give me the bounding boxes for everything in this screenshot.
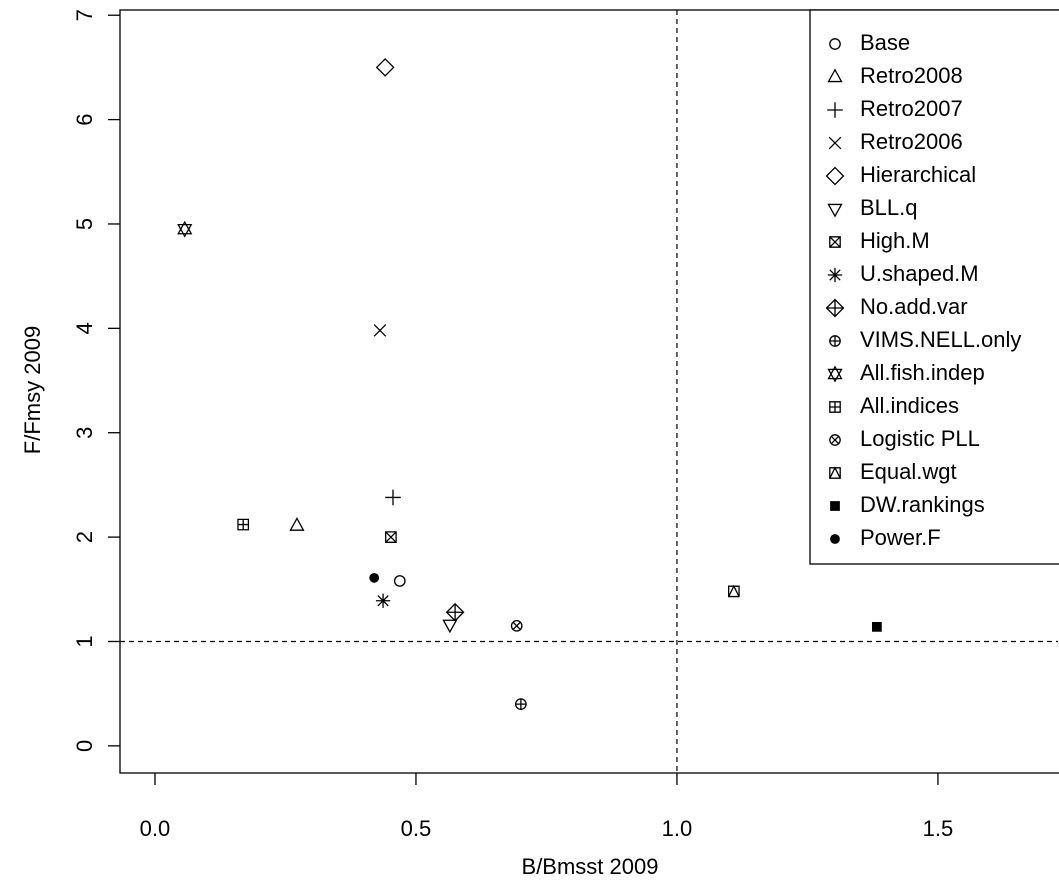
legend-label: Equal.wgt: [860, 459, 957, 484]
legend-marker: [825, 166, 845, 186]
data-point: [369, 572, 380, 583]
legend-label: All.fish.indep: [860, 360, 985, 385]
x-axis-label: B/Bmsst 2009: [522, 854, 659, 879]
legend-label: Retro2006: [860, 129, 963, 154]
x-tick-label: 1.0: [662, 816, 693, 841]
legend-marker: [827, 102, 843, 118]
data-point: [289, 517, 305, 531]
legend-marker: [827, 267, 843, 283]
legend-marker: [829, 434, 841, 446]
legend-box: [809, 9, 1059, 565]
x-tick-label: 0.5: [401, 816, 432, 841]
legend-marker: [827, 68, 843, 83]
legend-marker: [829, 466, 841, 479]
y-tick-label: 7: [72, 9, 97, 21]
legend-marker: [829, 38, 841, 50]
data-point: [442, 619, 458, 634]
legend-label: Logistic PLL: [860, 426, 980, 451]
data-point: [728, 584, 740, 598]
data-point: [515, 698, 527, 710]
legend-label: Retro2007: [860, 96, 963, 121]
data-point: [177, 220, 193, 238]
y-axis-label: F/Fmsy 2009: [20, 326, 45, 454]
data-point: [385, 489, 401, 506]
legend-marker: [829, 236, 841, 248]
y-tick-label: 1: [72, 635, 97, 647]
legend-label: All.indices: [860, 393, 959, 418]
x-tick-label: 0.0: [140, 816, 171, 841]
plot-box: [119, 9, 1059, 774]
legend-label: VIMS.NELL.only: [860, 327, 1021, 352]
legend-label: Retro2008: [860, 63, 963, 88]
legend-label: DW.rankings: [860, 492, 985, 517]
legend-label: High.M: [860, 228, 930, 253]
legend-marker: [827, 203, 843, 218]
y-tick-label: 2: [72, 531, 97, 543]
y-tick-label: 5: [72, 218, 97, 230]
legend-label: BLL.q: [860, 195, 918, 220]
data-point: [237, 518, 250, 531]
data-point: [510, 620, 523, 632]
legend-marker: [825, 298, 845, 318]
data-point: [375, 58, 395, 77]
legend-marker: [827, 365, 843, 383]
legend-marker: [829, 401, 841, 413]
data-point: [445, 602, 465, 622]
y-tick-label: 3: [72, 427, 97, 439]
legend-marker: [830, 501, 840, 511]
data-point: [373, 324, 387, 337]
legend-marker: [829, 335, 841, 347]
legend-marker: [828, 136, 842, 150]
legend-label: Base: [860, 30, 910, 55]
legend-label: U.shaped.M: [860, 261, 979, 286]
legend-label: Hierarchical: [860, 162, 976, 187]
y-tick-label: 6: [72, 113, 97, 125]
legend-label: No.add.var: [860, 294, 968, 319]
data-point: [393, 575, 406, 587]
x-tick-label: 1.5: [923, 816, 954, 841]
y-tick-label: 4: [72, 322, 97, 334]
y-tick-label: 0: [72, 740, 97, 752]
data-point: [385, 531, 397, 543]
data-point: [871, 621, 882, 632]
data-point: [375, 593, 391, 608]
legend-marker: [830, 534, 840, 544]
legend-label: Power.F: [860, 525, 941, 550]
